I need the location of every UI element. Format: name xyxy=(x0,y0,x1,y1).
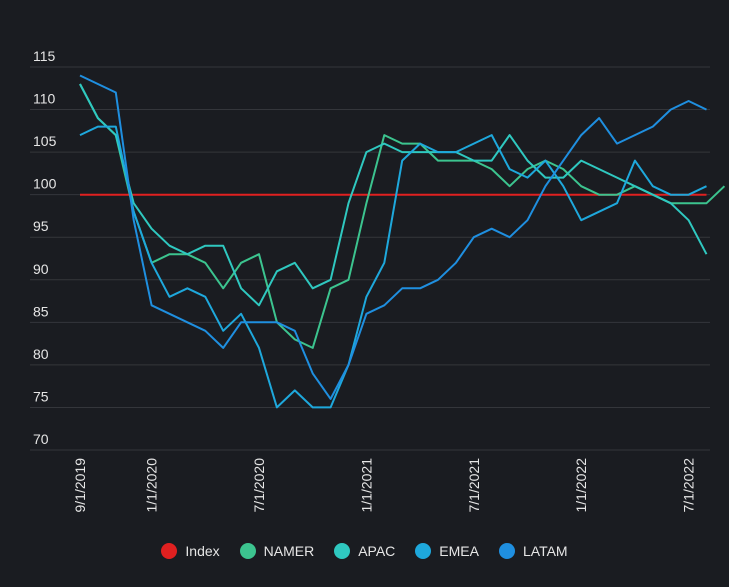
grid-lines xyxy=(30,66,710,451)
y-tick-label: 75 xyxy=(33,388,49,404)
x-tick-label: 1/1/2020 xyxy=(144,458,160,513)
y-tick-label: 90 xyxy=(33,261,49,277)
series-line-emea[interactable] xyxy=(79,125,707,409)
legend-item-apac[interactable]: APAC xyxy=(334,543,395,559)
y-tick-label: 115 xyxy=(33,48,56,64)
x-tick-label: 9/1/2019 xyxy=(72,458,88,513)
y-tick-label: 70 xyxy=(33,431,49,447)
legend-item-namer[interactable]: NAMER xyxy=(239,543,315,559)
legend-label-namer: NAMER xyxy=(263,543,315,559)
series-line-namer[interactable] xyxy=(79,83,726,349)
y-tick-label: 110 xyxy=(33,91,56,107)
legend-item-index[interactable]: Index xyxy=(161,543,220,559)
legend-label-index: Index xyxy=(185,543,220,559)
legend-swatch-apac xyxy=(334,543,351,559)
x-tick-label: 7/1/2022 xyxy=(681,458,697,513)
x-tick-label: 1/1/2022 xyxy=(573,458,589,513)
series-lines xyxy=(79,74,726,409)
legend-label-apac: APAC xyxy=(358,543,396,559)
legend-swatch-latam xyxy=(498,543,515,559)
legend-swatch-index xyxy=(161,543,178,559)
y-tick-label: 100 xyxy=(33,176,57,192)
x-axis-tick-labels: 9/1/2019 1/1/2020 7/1/2020 1/1/2021 7/1/2021… xyxy=(72,458,697,513)
series-line-latam[interactable] xyxy=(79,74,707,400)
y-tick-label: 80 xyxy=(33,346,49,362)
y-axis-tick-labels: 70 75 80 85 90 95 100 105 110 115 xyxy=(33,48,57,447)
legend: Index NAMER APAC EMEA LATAM xyxy=(0,543,729,559)
legend-item-emea[interactable]: EMEA xyxy=(415,543,479,559)
y-tick-label: 95 xyxy=(33,218,49,234)
legend-label-latam: LATAM xyxy=(522,543,568,559)
x-tick-label: 7/1/2020 xyxy=(251,458,267,513)
y-tick-label: 85 xyxy=(33,303,49,319)
x-tick-label: 7/1/2021 xyxy=(466,458,482,513)
x-tick-label: 1/1/2021 xyxy=(358,458,374,513)
legend-label-emea: EMEA xyxy=(439,543,479,559)
y-tick-label: 105 xyxy=(33,133,57,149)
legend-swatch-emea xyxy=(415,543,432,559)
legend-swatch-namer xyxy=(239,543,256,559)
series-line-apac[interactable] xyxy=(79,83,708,307)
legend-item-latam[interactable]: LATAM xyxy=(498,543,568,559)
